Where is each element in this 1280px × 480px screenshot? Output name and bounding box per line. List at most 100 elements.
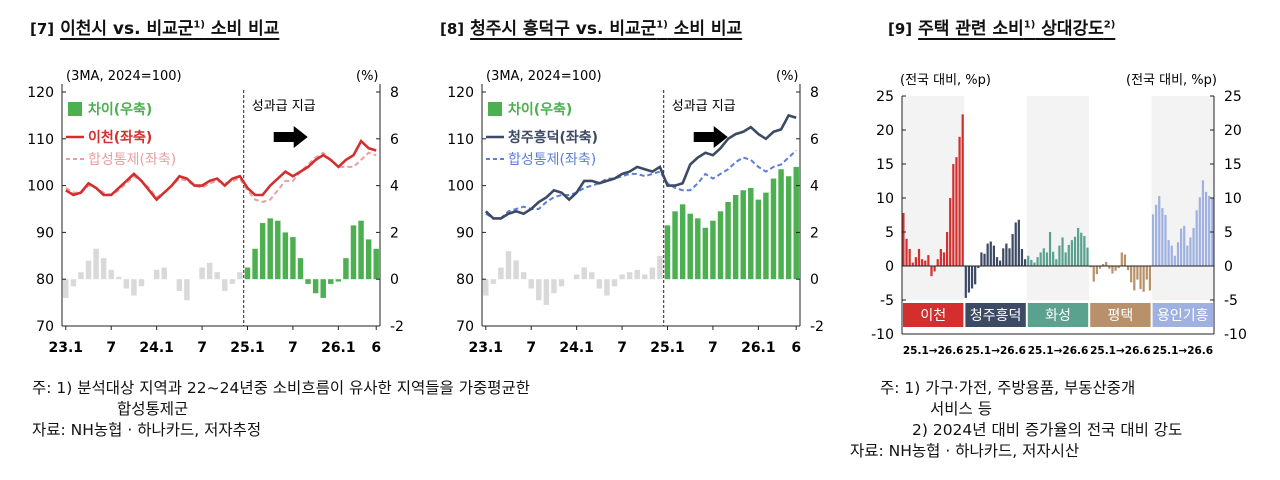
cheongju-ytick-left-label: 120 bbox=[447, 85, 474, 101]
housing-bar bbox=[1092, 266, 1095, 282]
icheon-ytick-right-label: 6 bbox=[390, 132, 399, 148]
housing-bar bbox=[1170, 245, 1173, 266]
cheongju-unit-right: (%) bbox=[776, 69, 799, 84]
cheongju-diff-bar bbox=[528, 279, 534, 289]
icheon-ytick-right-label: 0 bbox=[390, 272, 399, 288]
housing-bar bbox=[949, 198, 952, 266]
housing-bar bbox=[921, 259, 924, 266]
chart-cheongju: (3MA, 2024=100) (%) 70 80 90 100 110 120 -2 0 2 4 6 8… bbox=[447, 69, 824, 356]
housing-bar bbox=[1064, 252, 1067, 266]
housing-bar bbox=[936, 259, 939, 266]
cheongju-diff-bar bbox=[513, 260, 519, 280]
housing-bar bbox=[1042, 248, 1045, 266]
housing-bar bbox=[1086, 247, 1089, 266]
icheon-diff-bar bbox=[100, 258, 107, 280]
cheongju-diff-bar bbox=[702, 227, 709, 280]
icheon-xtick-label: 23.1 bbox=[49, 340, 84, 356]
housing-bar bbox=[1201, 180, 1205, 266]
housing-bar bbox=[1123, 254, 1127, 266]
cheongju-xtick-label: 7 bbox=[708, 340, 718, 356]
cheongju-line-synthetic bbox=[485, 149, 797, 220]
housing-period-label: 25.1→26.6 bbox=[903, 345, 964, 357]
notes-left: 주: 1) 분석대상 지역과 22~24년중 소비흐름이 유사한 지역들을 가중… bbox=[32, 379, 531, 439]
housing-bar bbox=[967, 266, 971, 293]
cheongju-arrow-icon bbox=[693, 126, 728, 148]
housing-ytick-right-label: -5 bbox=[1224, 293, 1238, 309]
icheon-diff-bar bbox=[78, 272, 84, 280]
icheon-ytick-left-label: 100 bbox=[27, 179, 54, 195]
housing-region-label: 청주흥덕 bbox=[970, 308, 1022, 324]
icheon-diff-bar bbox=[85, 260, 92, 280]
housing-bar bbox=[1126, 266, 1130, 271]
cheongju-ytick-right-label: 6 bbox=[810, 132, 819, 148]
housing-bar bbox=[955, 157, 958, 266]
housing-ytick-left-label: 10 bbox=[876, 191, 894, 207]
housing-bar bbox=[1208, 195, 1211, 266]
cheongju-diff-bar bbox=[770, 178, 777, 280]
housing-period-label: 25.1→26.6 bbox=[965, 345, 1026, 357]
housing-bar bbox=[1148, 266, 1151, 291]
cheongju-diff-bar bbox=[558, 279, 565, 287]
cheongju-diff-bar bbox=[505, 251, 512, 280]
icheon-legend-synth: 합성통제(좌축) bbox=[88, 152, 176, 168]
housing-unit-left: (전국 대비, %p) bbox=[900, 73, 991, 88]
housing-region-label: 화성 bbox=[1045, 308, 1071, 324]
housing-bar bbox=[945, 232, 949, 266]
housing-region-label: 이천 bbox=[920, 308, 946, 324]
housing-bar bbox=[958, 136, 961, 266]
housing-ytick-right-label: -10 bbox=[1224, 327, 1247, 343]
housing-ytick-left-label: -5 bbox=[880, 293, 894, 309]
icheon-diff-bar bbox=[267, 218, 273, 280]
housing-bar bbox=[1048, 232, 1052, 266]
housing-ytick-right-label: 25 bbox=[1224, 89, 1242, 105]
chart-icheon: (3MA, 2024=100) (%) 70 80 90 100 110 120 -2 0 2 4 6 8… bbox=[27, 69, 404, 356]
icheon-diff-bar bbox=[131, 279, 137, 296]
cheongju-diff-bar bbox=[778, 169, 784, 280]
cheongju-diff-bar bbox=[543, 279, 550, 305]
cheongju-diff-bar bbox=[490, 279, 497, 284]
housing-bar bbox=[1008, 248, 1011, 266]
housing-bar bbox=[1011, 234, 1014, 266]
icheon-diff-bar bbox=[365, 239, 372, 280]
housing-period-label: 25.1→26.6 bbox=[1152, 345, 1213, 357]
icheon-diff-bar bbox=[244, 267, 251, 280]
cheongju-ytick-right-label: 8 bbox=[810, 85, 819, 101]
cheongju-xtick-label: 24.1 bbox=[559, 340, 594, 356]
cheongju-xtick-label: 7 bbox=[617, 340, 627, 356]
housing-bar bbox=[1027, 255, 1030, 266]
housing-bar bbox=[1089, 266, 1092, 268]
icheon-diff-bar bbox=[153, 269, 160, 280]
icheon-diff-bar bbox=[275, 220, 281, 280]
housing-ytick-left-label: 20 bbox=[876, 123, 894, 139]
housing-bar bbox=[1067, 244, 1070, 266]
icheon-ytick-right-label: 2 bbox=[390, 225, 399, 241]
housing-bar bbox=[1195, 210, 1198, 266]
housing-bar bbox=[1155, 204, 1158, 266]
cheongju-diff-bar bbox=[732, 194, 739, 280]
cheongju-diff-bar bbox=[581, 267, 587, 280]
housing-bar bbox=[1014, 222, 1017, 266]
cheongju-diff-bar bbox=[551, 279, 557, 294]
cheongju-diff-bar bbox=[498, 267, 504, 280]
icheon-xtick-label: 7 bbox=[197, 340, 207, 356]
cheongju-ytick-left-label: 110 bbox=[447, 132, 474, 148]
housing-bar bbox=[1080, 232, 1083, 266]
cheongju-diff-bar bbox=[642, 274, 648, 280]
housing-bar bbox=[933, 266, 936, 272]
housing-bar bbox=[1033, 262, 1036, 266]
cheongju-line-region bbox=[484, 113, 797, 220]
cheongju-unit-left: (3MA, 2024=100) bbox=[486, 69, 602, 84]
housing-bar bbox=[939, 249, 942, 266]
housing-bar bbox=[1045, 252, 1049, 266]
cheongju-annotation: 성과급 지급 bbox=[672, 99, 736, 114]
cheongju-diff-bar bbox=[695, 218, 701, 280]
housing-bar bbox=[1105, 261, 1108, 266]
housing-bar bbox=[1005, 243, 1008, 266]
icheon-diff-bar bbox=[138, 279, 145, 287]
icheon-xtick-label: 26.1 bbox=[321, 340, 356, 356]
cheongju-diff-bar bbox=[589, 272, 595, 280]
cheongju-diff-bar bbox=[619, 274, 625, 280]
housing-bar bbox=[942, 252, 946, 266]
housing-bar bbox=[1101, 263, 1105, 266]
housing-ytick-left-label: 5 bbox=[885, 225, 894, 241]
